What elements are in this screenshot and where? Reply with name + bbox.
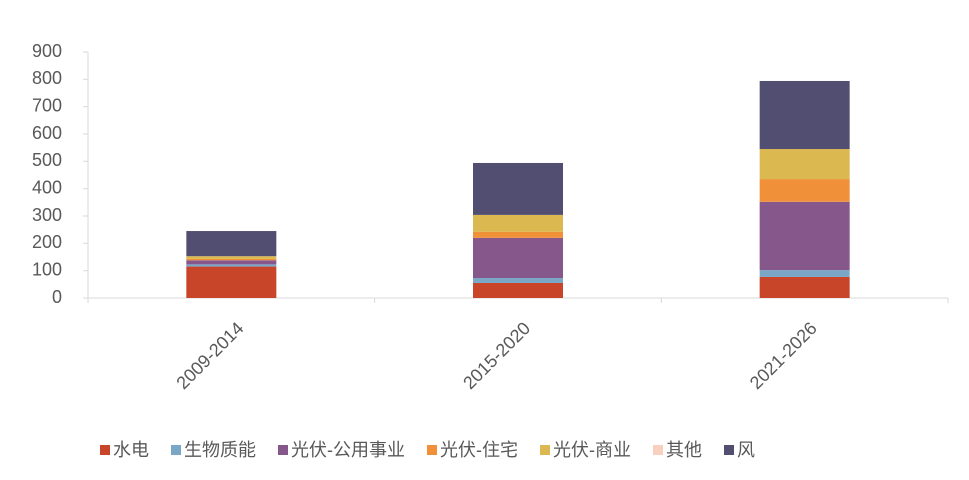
bar-segment — [759, 179, 850, 202]
y-tick-label: 600 — [32, 123, 62, 143]
bar-segment — [186, 231, 277, 257]
legend-swatch — [427, 445, 437, 455]
y-tick-label: 400 — [32, 177, 62, 197]
bar-segment — [186, 266, 277, 298]
legend-label: 水电 — [113, 440, 149, 460]
legend-swatch — [724, 445, 734, 455]
x-tick-label: 2009-2014 — [173, 318, 248, 393]
y-tick-label: 300 — [32, 205, 62, 225]
legend-label: 光伏-公用事业 — [291, 440, 405, 460]
bar-segment — [473, 214, 563, 232]
bar-segment — [186, 256, 277, 259]
y-tick-label: 0 — [52, 287, 62, 307]
bar-segment — [186, 258, 277, 261]
bar-segment — [759, 270, 850, 277]
bar-segment — [473, 162, 563, 215]
y-tick-label: 100 — [32, 259, 62, 279]
bar-segment — [473, 231, 563, 238]
legend-swatch — [100, 445, 110, 455]
y-tick-label: 500 — [32, 150, 62, 170]
legend-swatch — [540, 445, 550, 455]
y-tick-label: 800 — [32, 68, 62, 88]
bar-segment — [186, 264, 277, 267]
bar-segment — [473, 282, 563, 298]
bar-segment — [759, 80, 850, 150]
bar-segment — [473, 237, 563, 279]
bar-segment — [759, 149, 850, 180]
bar-segment — [186, 260, 277, 265]
y-tick-label: 900 — [32, 41, 62, 61]
legend-swatch — [278, 445, 288, 455]
legend-label: 其他 — [666, 440, 702, 460]
legend-swatch — [653, 445, 663, 455]
legend-label: 光伏-住宅 — [440, 440, 518, 460]
y-tick-label: 200 — [32, 232, 62, 252]
legend-label: 风 — [737, 440, 755, 460]
y-tick-label: 700 — [32, 95, 62, 115]
legend-label: 光伏-商业 — [553, 440, 631, 460]
legend-swatch — [171, 445, 181, 455]
legend-label: 生物质能 — [184, 440, 256, 460]
bar-segment — [759, 201, 850, 271]
bar-segment — [473, 278, 563, 283]
x-tick-label: 2021-2026 — [746, 318, 821, 393]
bar-segment — [759, 276, 850, 298]
x-tick-label: 2015-2020 — [459, 318, 534, 393]
